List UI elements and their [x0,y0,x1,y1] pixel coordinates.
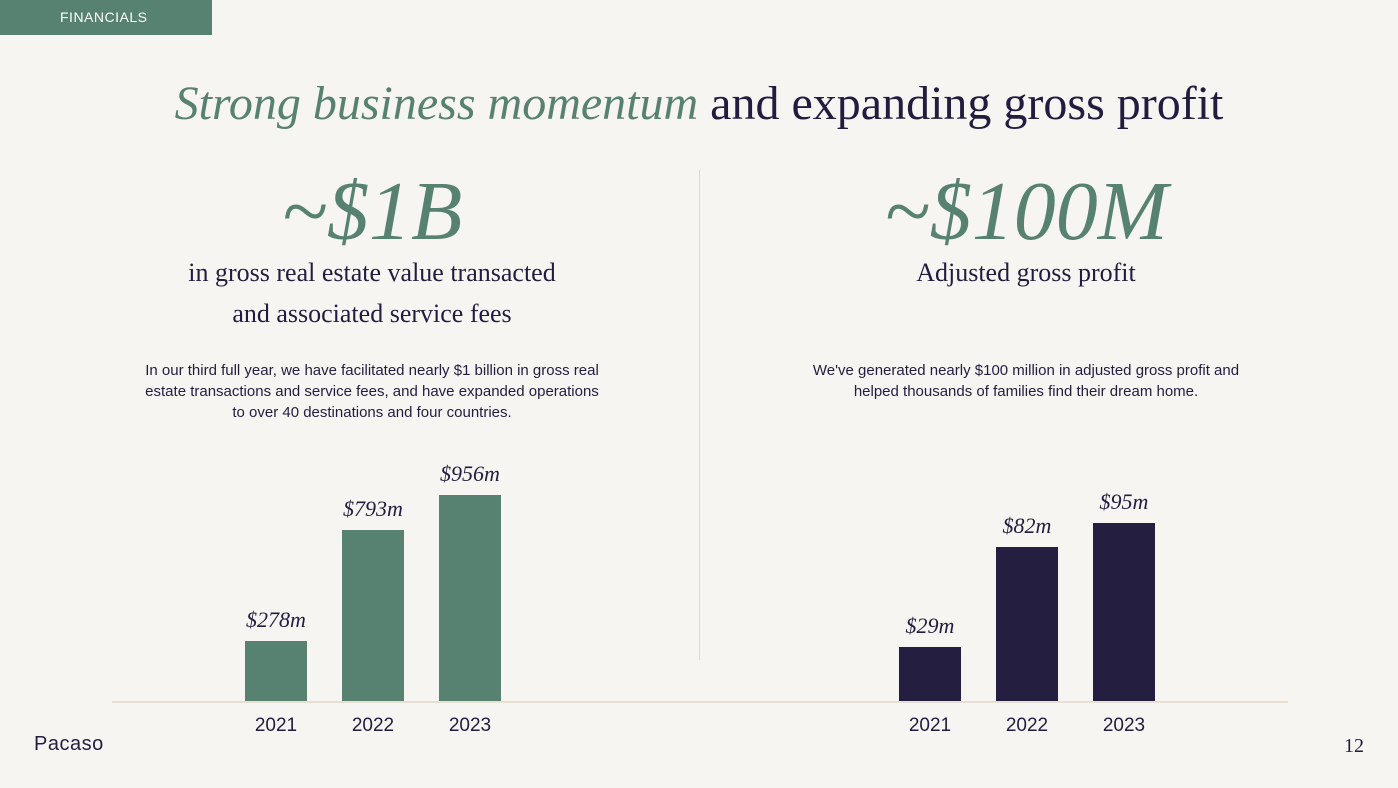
left-description-line1: In our third full year, we have facilita… [145,362,599,379]
left-bar-2021 [245,641,307,701]
left-x-tick-2023: 2023 [448,715,492,736]
left-description-line3: to over 40 destinations and four countri… [232,404,512,421]
left-value-label-2023: $956m [440,461,500,486]
title-rest: and expanding gross profit [698,77,1224,130]
right-subtitle: Adjusted gross profit [726,252,1326,293]
right-bar-2023 [1093,523,1155,701]
right-x-tick-2021: 2021 [908,715,952,736]
left-bar-2023 [439,495,501,701]
right-subtitle-line1: Adjusted gross profit [916,258,1136,287]
section-tag: FINANCIALS [0,0,212,35]
left-subtitle: in gross real estate value transacted an… [72,252,672,334]
pacaso-logo: Pacaso [34,733,104,755]
left-x-tick-2022: 2022 [351,715,395,736]
column-divider [699,170,700,660]
left-chart-baseline [112,701,700,703]
left-description: In our third full year, we have facilita… [92,360,652,423]
left-bar-2022 [342,530,404,701]
right-description-line2: helped thousands of families find their … [853,383,1199,400]
right-value-label-2021: $29m [905,613,955,638]
left-big-number: ~$1B [281,165,463,258]
left-subtitle-line2: and associated service fees [232,299,512,328]
right-value-label-2022: $82m [1002,513,1052,538]
left-subtitle-line1: in gross real estate value transacted [188,258,556,287]
right-x-tick-2023: 2023 [1102,715,1146,736]
right-description: We've generated nearly $100 million in a… [746,360,1306,402]
title-accent: Strong business momentum [174,77,699,130]
page-number: 12 [1344,735,1364,757]
page-title: Strong business momentum and expanding g… [0,76,1398,131]
right-chart-baseline [700,701,1288,703]
right-description-line1: We've generated nearly $100 million in a… [812,362,1240,379]
right-bar-2022 [996,547,1058,701]
left-value-label-2022: $793m [343,496,403,521]
left-x-tick-2021: 2021 [254,715,298,736]
left-description-line2: estate transactions and service fees, an… [145,383,599,400]
right-x-tick-2022: 2022 [1005,715,1049,736]
right-bar-2021 [899,647,961,701]
right-value-label-2023: $95m [1099,489,1149,514]
left-value-label-2021: $278m [246,607,306,632]
right-big-number: ~$100M [884,165,1168,258]
